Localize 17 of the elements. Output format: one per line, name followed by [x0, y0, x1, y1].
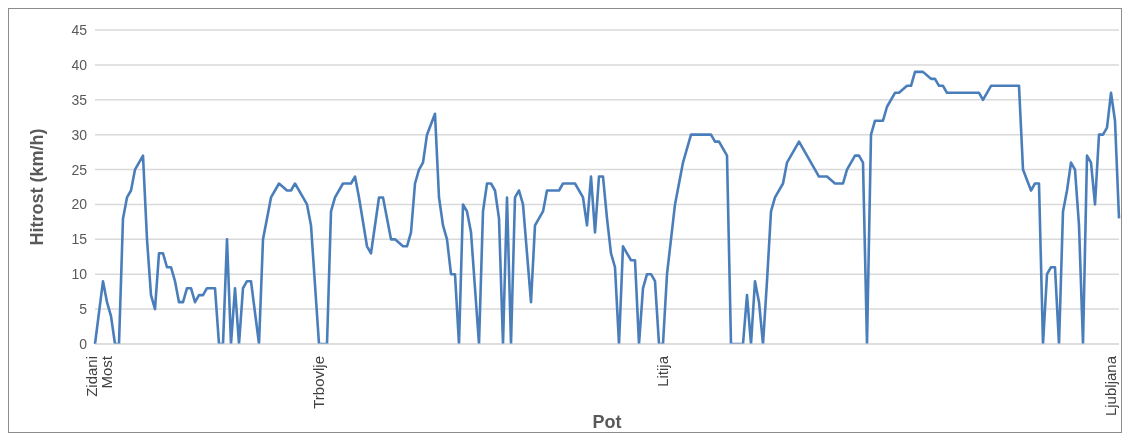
y-tick-label: 5 — [79, 301, 88, 318]
y-tick-label: 20 — [71, 196, 88, 213]
y-tick-label: 30 — [71, 126, 88, 143]
y-tick-label: 45 — [71, 21, 88, 38]
y-tick-label: 10 — [71, 266, 88, 283]
x-tick-label: Trbovlje — [310, 356, 328, 409]
x-tick-label: Zidani Most — [82, 355, 115, 397]
y-axis-title: Hitrost (km/h) — [27, 128, 48, 246]
y-tick-label: 35 — [71, 91, 88, 108]
x-tick-label: Ljubljana — [1102, 355, 1120, 417]
x-axis-title: Pot — [592, 412, 622, 432]
line-series — [93, 70, 1121, 344]
y-tick-label: 15 — [71, 231, 88, 248]
y-tick-label: 25 — [71, 161, 88, 178]
y-tick-label: 0 — [79, 335, 88, 352]
y-tick-label: 40 — [71, 56, 88, 73]
x-tick-label: Litija — [654, 355, 672, 387]
